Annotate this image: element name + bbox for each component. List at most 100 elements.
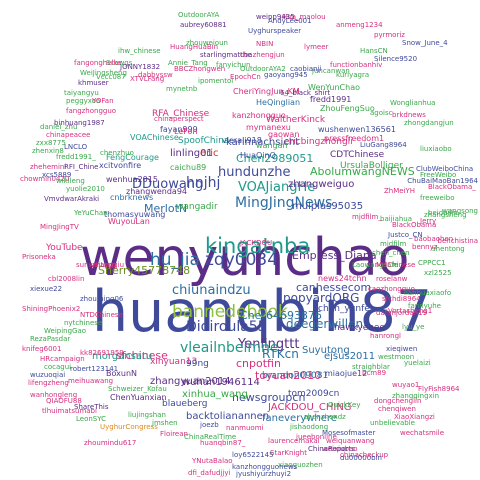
word-link[interactable]: caozhongguo — [368, 285, 415, 293]
word-link[interactable]: hanrongl — [370, 332, 401, 340]
word-link[interactable]: CPPCC1 — [418, 259, 446, 267]
word-link[interactable]: Laowangsafe — [352, 261, 399, 269]
word-link[interactable]: xzl2525 — [424, 269, 452, 277]
word-link[interactable]: miaojue12 — [325, 369, 368, 378]
word-link[interactable]: cocagui — [44, 363, 72, 371]
word-link[interactable]: Jerry — [420, 217, 437, 225]
word-link[interactable]: XiaoXiangzi — [394, 413, 435, 421]
word-link[interactable]: xcitvonfire — [99, 161, 142, 170]
word-link[interactable]: toyuan2010 — [255, 369, 322, 382]
word-link[interactable]: BlackObama_ — [428, 183, 476, 191]
word-link[interactable]: LiuGang8964 — [360, 141, 407, 149]
word-link[interactable]: wechatsmile — [400, 429, 445, 437]
word-link[interactable]: RTKcn — [262, 347, 299, 361]
word-link[interactable]: BoxunN — [106, 369, 137, 378]
word-link[interactable]: QIAOFU88 — [46, 397, 82, 405]
word-link[interactable]: lianhuaxiaofo — [404, 289, 452, 297]
word-link[interactable]: MingJingTV — [40, 223, 79, 231]
word-link[interactable]: mjdfilm_ — [352, 213, 382, 221]
word-link[interactable]: deegerwillen — [286, 317, 364, 331]
word-link[interactable]: jmshen — [152, 419, 178, 427]
word-link[interactable]: yuolie2010 — [66, 185, 105, 193]
word-link[interactable]: wuhan1946114 — [182, 377, 260, 388]
word-link[interactable]: wushenwen136561 — [318, 125, 396, 134]
word-link[interactable]: popyardORG — [283, 291, 360, 305]
word-link[interactable]: hawkyeeee — [334, 323, 385, 333]
word-link[interactable]: HuaQinQ — [240, 151, 276, 160]
word-link[interactable]: aubrey60881 — [180, 21, 227, 29]
word-link[interactable]: hundunzhe — [218, 165, 291, 180]
word-link[interactable]: RFI_Chine — [64, 163, 99, 171]
word-link[interactable]: beidaijin — [428, 209, 458, 217]
word-link[interactable]: ericbingzhongli — [284, 137, 353, 147]
word-link[interactable]: yuelaizi — [404, 359, 431, 367]
word-link[interactable]: 64_black_shirt — [280, 89, 331, 97]
word-link[interactable]: chinacheckup — [340, 451, 389, 459]
word-link[interactable]: UyghurCongress — [100, 423, 158, 431]
word-link[interactable]: binhuang1987 — [54, 119, 105, 127]
word-link[interactable]: CDTChinese — [330, 150, 385, 160]
word-link[interactable]: ZhouFengSuo — [320, 104, 375, 113]
word-link[interactable]: WeiJingsheng — [80, 69, 127, 77]
word-link[interactable]: Floirean — [160, 430, 188, 438]
word-link[interactable]: peggyxoa — [66, 97, 101, 105]
word-link[interactable]: kk82691959 — [80, 349, 124, 357]
word-link[interactable]: JACKDOU — [240, 239, 273, 247]
word-link[interactable]: ChenYuanxian — [110, 393, 167, 402]
word-link[interactable]: mynetnb — [166, 85, 198, 93]
word-link[interactable]: laurencemakai — [268, 437, 320, 445]
word-link[interactable]: lyu_ye — [402, 323, 425, 331]
word-link[interactable]: dafonjordan19 — [376, 309, 427, 317]
word-link[interactable]: cbl2008lin — [48, 275, 85, 283]
word-link[interactable]: daniel_zhu — [40, 123, 78, 131]
word-link[interactable]: xinyuan13 — [150, 357, 198, 367]
word-link[interactable]: nytchinese — [64, 319, 103, 327]
word-link[interactable]: MingJingNews — [235, 195, 333, 211]
word-link[interactable]: Justco_CN — [388, 231, 423, 239]
word-link[interactable]: mymanexu — [246, 123, 291, 132]
word-link[interactable]: Scawgs — [106, 59, 133, 67]
word-link[interactable]: bannedebook — [172, 302, 288, 322]
word-link[interactable]: baijiahua — [380, 215, 413, 223]
word-link[interactable]: kingatnba — [205, 234, 311, 258]
word-link[interactable]: ClubWeiboChina — [416, 165, 474, 173]
word-link[interactable]: MerlotN — [144, 202, 188, 215]
word-link[interactable]: huanqbin87_ — [200, 439, 246, 447]
word-link[interactable]: huanqbin87 — [92, 279, 433, 345]
word-link[interactable]: zhangwenda94 — [126, 187, 188, 196]
word-link[interactable]: QuickKey — [328, 401, 361, 409]
word-link[interactable]: VmvdwarAkraki — [44, 195, 100, 203]
word-link[interactable]: NTDChinese — [80, 311, 123, 319]
word-link[interactable]: OutdoorAYA2 — [240, 65, 286, 73]
word-link[interactable]: zhangqingxin — [392, 392, 440, 400]
word-link[interactable]: caobianji — [290, 65, 322, 73]
word-link[interactable]: canhessecom — [296, 281, 372, 294]
word-link[interactable]: gaowan — [268, 130, 300, 139]
word-link[interactable]: jyushiyurzhuyi2 — [236, 470, 292, 478]
word-link[interactable]: zhenxin8 — [32, 147, 64, 155]
word-link[interactable]: fangonghelke — [74, 59, 122, 67]
word-link[interactable]: morgansatu — [92, 351, 153, 362]
word-link[interactable]: roselanw — [376, 275, 408, 283]
word-link[interactable]: chinapeacee — [46, 131, 91, 139]
word-link[interactable]: baobaohen — [414, 235, 454, 243]
word-link[interactable]: MHChinese — [376, 261, 416, 269]
word-link[interactable]: Suyutong — [302, 345, 350, 356]
word-link[interactable]: zhenzhendz — [304, 413, 346, 421]
word-link[interactable]: ejsus2011 — [324, 351, 376, 362]
word-link[interactable]: HRcampaign — [40, 355, 85, 363]
word-link[interactable]: news24tchn — [318, 274, 367, 283]
word-link[interactable]: loy6522145 — [232, 451, 274, 459]
word-link[interactable]: joezb — [200, 421, 219, 429]
word-link[interactable]: cbazhengjun — [240, 51, 285, 59]
word-link[interactable]: fredd1991 — [310, 95, 352, 104]
word-link[interactable]: juncanwan — [312, 67, 350, 75]
word-link[interactable]: Mosesofmaster — [322, 429, 376, 437]
word-link[interactable]: lifengzheng — [28, 379, 69, 387]
word-link[interactable]: WenYunChao — [308, 83, 360, 92]
word-link[interactable]: FengCourage — [106, 153, 159, 162]
word-link[interactable]: Annie_Tang — [168, 59, 208, 67]
word-link[interactable]: wanhongleng — [30, 391, 78, 399]
word-link[interactable]: linling01 — [170, 148, 213, 159]
word-link[interactable]: YNutaBalao — [192, 457, 233, 465]
